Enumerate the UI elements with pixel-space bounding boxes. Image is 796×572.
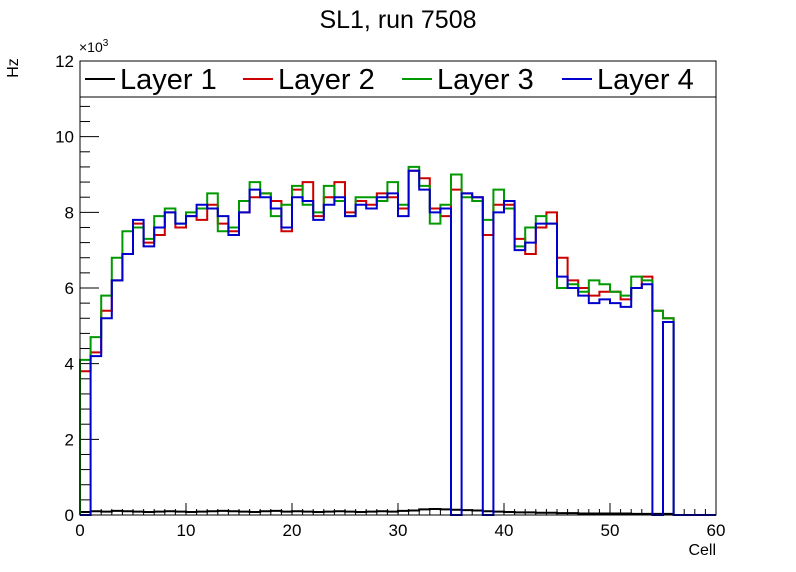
y-multiplier-base: ×10	[79, 39, 103, 55]
y-tick-label: 6	[65, 279, 74, 298]
legend-label-layer-3: Layer 3	[437, 64, 534, 96]
x-tick-label: 10	[177, 521, 196, 540]
y-tick-label: 4	[65, 355, 74, 374]
y-tick-label: 12	[55, 52, 74, 71]
legend: Layer 1 Layer 2 Layer 3 Layer 4	[79, 60, 717, 98]
legend-label-layer-2: Layer 2	[278, 64, 375, 96]
y-multiplier-label: ×103	[79, 38, 109, 55]
x-tick-label: 0	[75, 521, 84, 540]
y-tick-label: 2	[65, 430, 74, 449]
series-line-layer-4	[80, 169, 716, 516]
tick-labels: 0 10 20 30 40 50 60 0 2 4 6 8 10 12	[55, 52, 725, 540]
x-tick-label: 30	[389, 521, 408, 540]
y-tick-label: 8	[65, 203, 74, 222]
x-tick-label: 20	[283, 521, 302, 540]
legend-label-layer-4: Layer 4	[597, 64, 694, 96]
series-line-layer-2	[79, 169, 716, 516]
series-line-layer-1	[79, 507, 716, 516]
y-tick-label: 0	[65, 506, 74, 525]
series-layer	[79, 165, 716, 516]
x-tick-label: 60	[707, 521, 726, 540]
y-multiplier-exponent: 3	[103, 38, 109, 49]
x-tick-label: 40	[495, 521, 514, 540]
y-tick-label: 10	[55, 128, 74, 147]
y-axis-label: Hz	[5, 58, 22, 78]
chart-title: SL1, run 7508	[319, 6, 476, 34]
x-tick-label: 50	[601, 521, 620, 540]
x-axis-label: Cell	[688, 542, 716, 559]
legend-box	[79, 60, 717, 98]
legend-label-layer-1: Layer 1	[120, 64, 217, 96]
